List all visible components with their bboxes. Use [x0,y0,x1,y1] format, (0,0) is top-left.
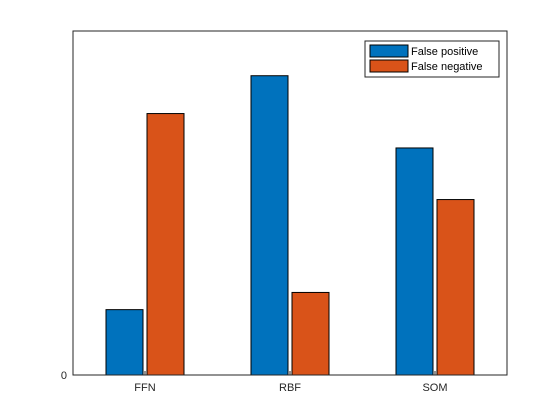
bar-false-negative-som [436,199,475,376]
legend-label: False positive [411,46,478,58]
bar-false-negative-ffn [146,113,185,376]
bar-false-positive-ffn [105,309,144,376]
legend-swatch [369,59,409,73]
bars-group [105,75,475,376]
x-tick-label: FFN [134,382,155,394]
y-axis-ticks: 0 [61,370,77,382]
legend-swatch [369,44,409,58]
x-tick-label: SOM [422,382,447,394]
bar-false-negative-rbf [291,291,330,376]
y-tick-label: 0 [61,370,67,382]
plot-area [73,31,507,375]
legend-label: False negative [411,61,483,73]
bar-false-positive-som [395,147,434,376]
x-tick-label: RBF [279,382,301,394]
legend: False positive False negative [364,40,500,78]
x-axis-ticks: FFN RBF SOM [134,371,448,394]
bar-false-positive-rbf [250,75,289,376]
